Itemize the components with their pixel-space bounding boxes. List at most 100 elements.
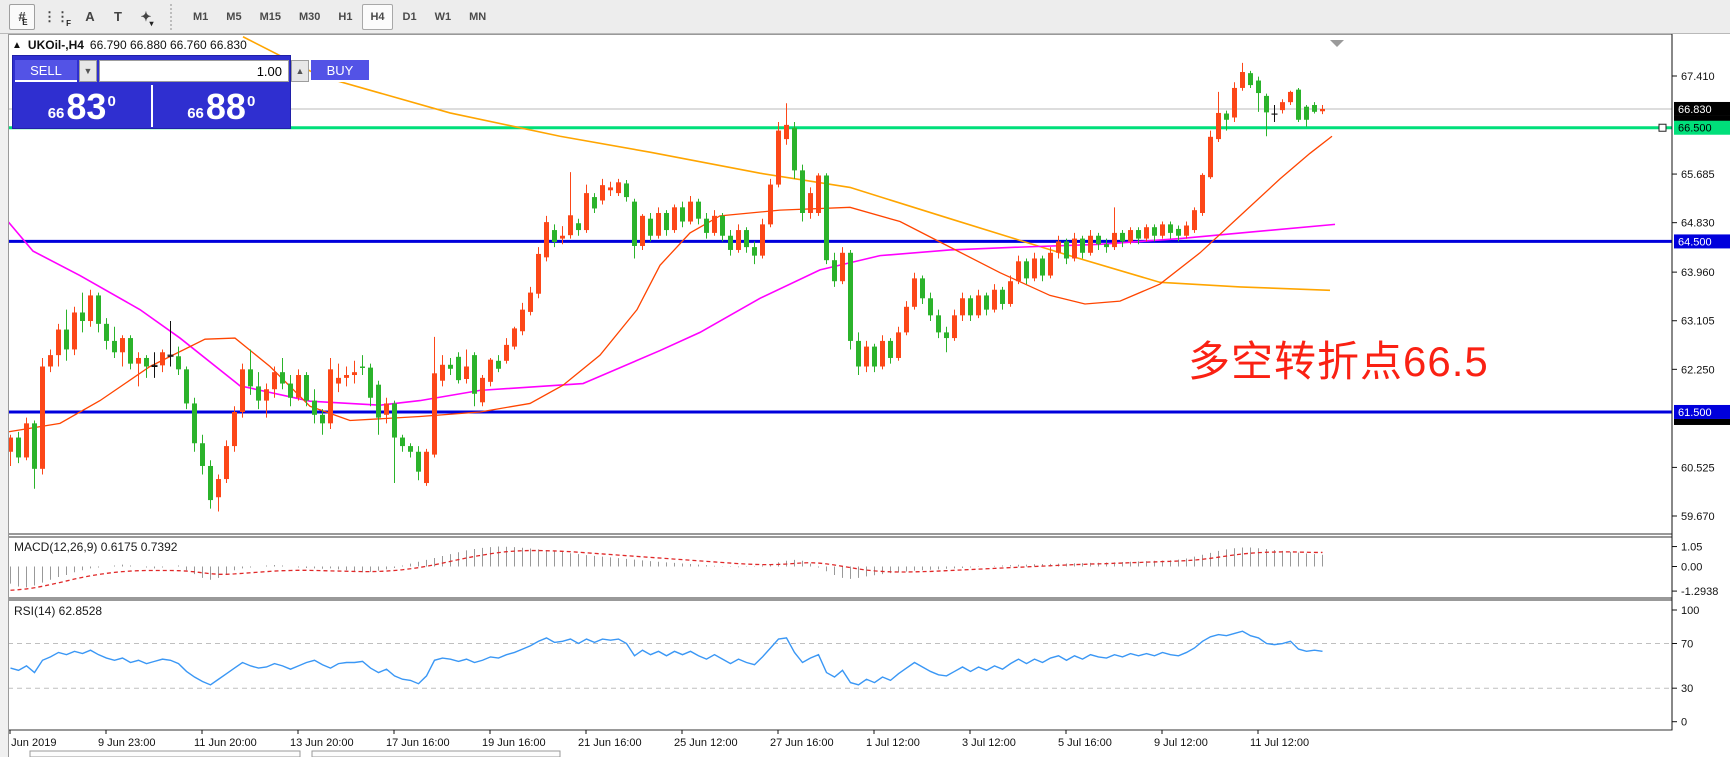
- candle-body: [184, 369, 189, 404]
- timeframe-button-MN[interactable]: MN: [469, 10, 487, 23]
- candle-body: [8, 437, 13, 452]
- date-label: 25 Jun 12:00: [674, 737, 738, 749]
- text-box-icon[interactable]: T: [114, 9, 122, 24]
- price-tick-label: 63.105: [1681, 316, 1715, 328]
- candle-body: [1280, 102, 1285, 111]
- candle-body: [1240, 72, 1245, 88]
- candle-body: [1200, 174, 1205, 214]
- candle-body: [464, 366, 469, 379]
- candle-body: [768, 184, 773, 225]
- chart-text-annotation[interactable]: 多空转折点66.5: [1188, 338, 1489, 385]
- date-label: 9 Jun 23:00: [98, 737, 156, 749]
- candle-body: [1208, 136, 1213, 178]
- sell-price-sup: 0: [107, 93, 116, 110]
- price-tick-label: 65.685: [1681, 169, 1715, 181]
- candle-body: [888, 340, 893, 358]
- toolbar: # E ⋮⋮ F A T ✦ ▾ M1 M5 M15 M30 H1 H4 D1 W1 MN: [0, 0, 1730, 34]
- date-label: 9 Jul 12:00: [1154, 737, 1208, 749]
- buy-quote[interactable]: 66 88 0: [153, 85, 291, 127]
- trade-panel-collapse-icon[interactable]: ▲: [12, 39, 22, 51]
- macd-signal-line: [10, 549, 1323, 591]
- indicators-icon[interactable]: # E: [9, 3, 35, 30]
- buy-button[interactable]: BUY: [311, 60, 369, 82]
- timeframe-button-M30[interactable]: M30: [298, 10, 321, 23]
- sell-button[interactable]: SELL: [15, 60, 77, 82]
- candle-body: [1008, 281, 1013, 304]
- candle-body: [656, 213, 661, 236]
- price-badge-label: 66.830: [1678, 104, 1712, 116]
- candle-body: [496, 360, 501, 369]
- text-label-icon[interactable]: A: [85, 9, 95, 24]
- price-badge-66.830: [1674, 101, 1730, 116]
- candle-body: [120, 338, 125, 353]
- cycles-dropdown-icon[interactable]: ✦ ▾: [140, 8, 154, 28]
- candle-body: [304, 375, 309, 401]
- candle-body: [736, 230, 741, 250]
- volume-decrease-button[interactable]: ▼: [79, 60, 97, 82]
- candle-body: [808, 193, 813, 214]
- candle-body: [944, 332, 949, 339]
- candle-body: [1176, 228, 1181, 236]
- candle-body: [848, 252, 853, 341]
- candle-body: [96, 295, 101, 324]
- candle-body: [480, 377, 485, 403]
- date-label: 1 Jul 12:00: [866, 737, 920, 749]
- candle-body: [472, 355, 477, 394]
- left-window-strip: [0, 33, 9, 757]
- candle-body: [616, 182, 621, 194]
- date-label: 19 Jun 16:00: [482, 737, 546, 749]
- timeframe-button-M5[interactable]: M5: [226, 10, 242, 23]
- ma-fast-line: [7, 135, 1333, 433]
- candle-body: [200, 443, 205, 466]
- green-line-handle[interactable]: [1658, 123, 1667, 132]
- trade-panel-controls: SELL ▼ ▲ BUY: [13, 56, 369, 84]
- macd-tick-label: 1.05: [1681, 542, 1702, 554]
- bottom-window-box: [29, 750, 301, 757]
- candle-body: [1304, 106, 1309, 120]
- macd-label: MACD(12,26,9) 0.6175 0.7392: [14, 540, 178, 554]
- timeframe-button-M15[interactable]: M15: [259, 10, 281, 23]
- hidden-badge-sliver: [1674, 115, 1730, 122]
- macd-tick-label: -1.2938: [1681, 586, 1718, 598]
- date-label: 17 Jun 16:00: [386, 737, 450, 749]
- candle-body: [48, 355, 53, 367]
- candle-body: [352, 372, 357, 376]
- candle-body: [840, 252, 845, 282]
- candle-body: [1032, 258, 1037, 279]
- candle-body: [1064, 241, 1069, 259]
- candle-body: [224, 446, 229, 480]
- candle-body: [328, 369, 333, 424]
- volume-increase-button[interactable]: ▲: [291, 60, 309, 82]
- candle-body: [1096, 235, 1101, 245]
- one-click-trading-panel: SELL ▼ ▲ BUY 66 83 0 66 88 0: [13, 56, 369, 128]
- date-label: 13 Jun 20:00: [290, 737, 354, 749]
- candle-body: [712, 215, 717, 233]
- timeframe-button-M1[interactable]: M1: [193, 10, 209, 23]
- chart-shift-triangle-icon[interactable]: [1330, 40, 1344, 47]
- candle-body: [1248, 73, 1253, 86]
- candle-body: [392, 403, 397, 438]
- candle-body: [72, 312, 77, 350]
- candle-body: [408, 446, 413, 452]
- timeframe-button-W1[interactable]: W1: [434, 10, 452, 23]
- candle-body: [1072, 238, 1077, 259]
- buy-price-big: 88: [205, 86, 246, 128]
- candle-body: [1160, 224, 1165, 236]
- price-tick-label: 60.525: [1681, 462, 1715, 474]
- candle-body: [432, 373, 437, 455]
- candle-body: [272, 372, 277, 390]
- grid-icon[interactable]: ⋮⋮ F: [43, 8, 71, 28]
- timeframe-button-D1[interactable]: D1: [402, 10, 417, 23]
- candle-body: [872, 346, 877, 367]
- candle-body: [1048, 252, 1053, 276]
- rsi-tick-label: 100: [1681, 605, 1699, 617]
- sell-quote[interactable]: 66 83 0: [13, 85, 153, 127]
- volume-input[interactable]: [99, 60, 289, 82]
- timeframe-button-H1[interactable]: H1: [338, 10, 353, 23]
- bottom-window-box: [311, 750, 561, 757]
- candle-body: [544, 222, 549, 258]
- timeframe-button-H4[interactable]: H4: [362, 3, 393, 30]
- candle-body: [1024, 261, 1029, 279]
- candle-body: [456, 356, 461, 381]
